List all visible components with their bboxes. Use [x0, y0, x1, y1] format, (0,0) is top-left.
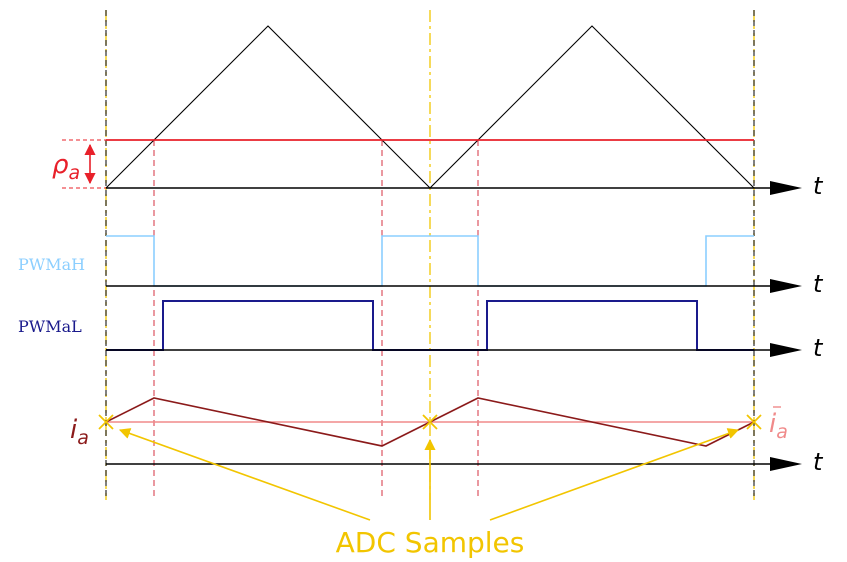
adc-sample-markers — [98, 414, 762, 430]
time-axis-pwm-high: t — [106, 270, 824, 298]
arrow-right-icon — [770, 181, 802, 195]
pwm-low-label: PWMaL — [18, 317, 82, 336]
period-guides — [105, 10, 755, 500]
period-black-guides — [105, 10, 755, 500]
switching-guides — [153, 140, 479, 500]
adc-arrow-right — [489, 428, 740, 521]
time-axis-carrier: t — [106, 172, 824, 200]
cross-icon — [746, 414, 762, 430]
adc-arrow-left — [118, 428, 371, 521]
svg-text:ia: ia — [769, 409, 788, 443]
time-axis-pwm-low: t — [106, 334, 824, 362]
arrow-right-icon — [770, 279, 802, 293]
rho-label: ρa — [52, 150, 80, 184]
cross-icon — [98, 414, 114, 430]
adc-samples-label: ADC Samples — [336, 526, 525, 559]
arrow-right-icon — [770, 457, 802, 471]
pwm-high-signal — [106, 235, 754, 287]
arrow-right-icon — [770, 343, 802, 357]
rho-ticks — [62, 139, 106, 189]
time-axis-current: t — [106, 448, 824, 476]
cross-icon — [422, 414, 438, 430]
current-label: ia — [70, 415, 89, 449]
t-label-carrier: t — [813, 172, 824, 200]
t-label-pwm-low: t — [813, 334, 824, 362]
t-label-current: t — [813, 448, 824, 476]
adc-pointer-arrows — [118, 428, 740, 521]
current-mean-label: ia — [769, 406, 788, 443]
pwm-high-label: PWMaH — [18, 255, 85, 274]
t-label-pwm-high: t — [813, 270, 824, 298]
